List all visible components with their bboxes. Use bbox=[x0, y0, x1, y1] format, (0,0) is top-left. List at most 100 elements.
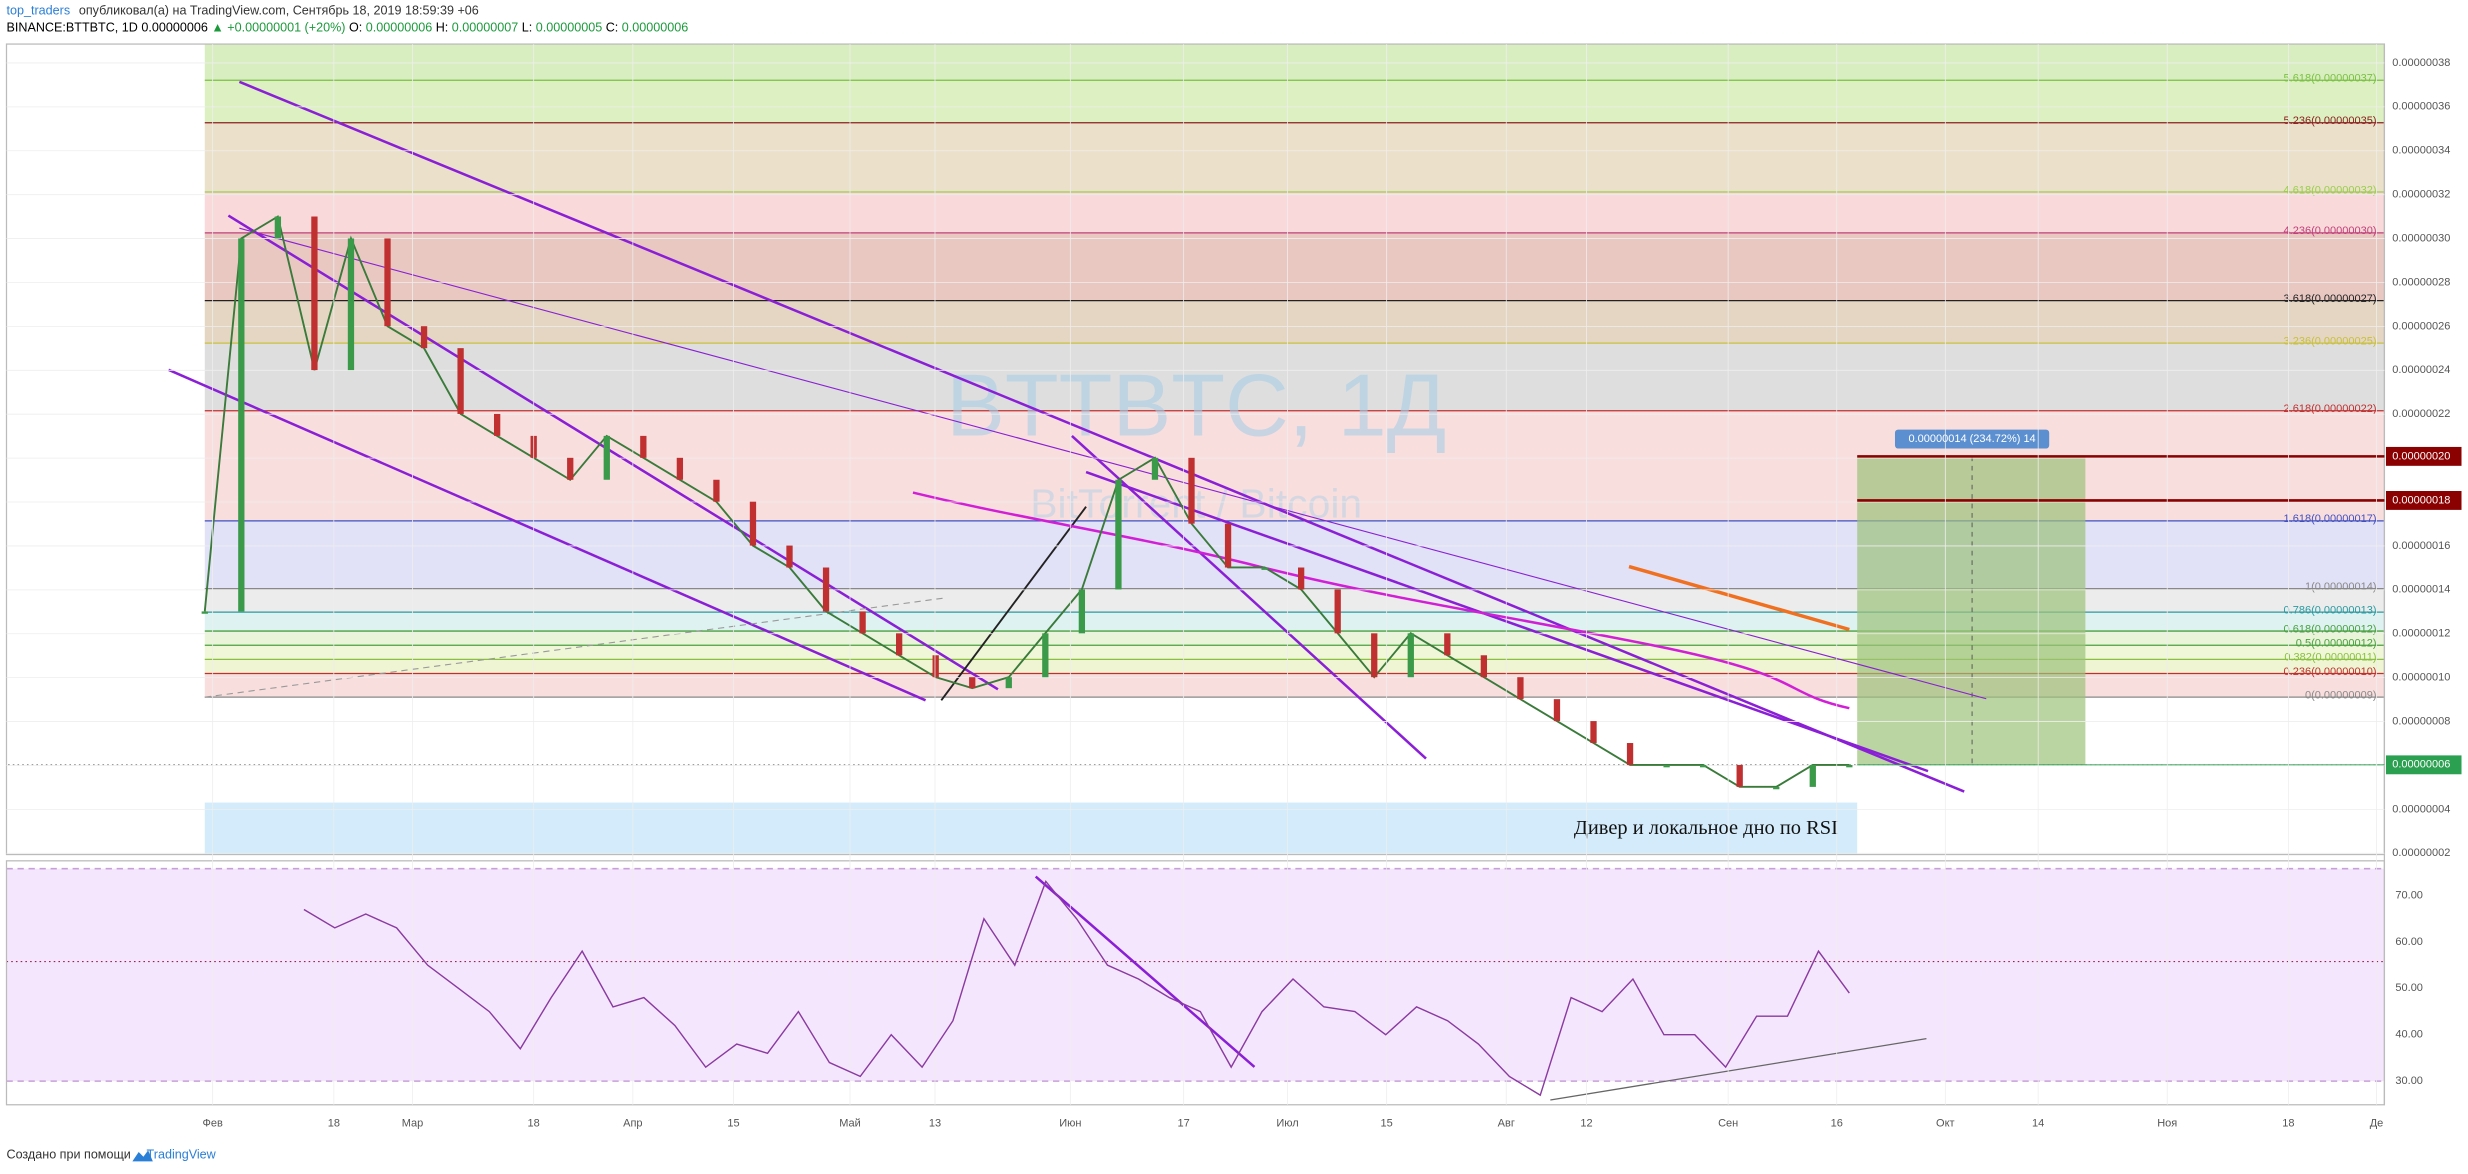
fib-band bbox=[204, 645, 2385, 660]
candle bbox=[1005, 677, 1012, 689]
symbol-part: 0.00000006 bbox=[141, 21, 207, 35]
symbol-part: C: bbox=[606, 21, 619, 35]
time-tick-label: Авг bbox=[1498, 1118, 1515, 1130]
time-tick-label: Окт bbox=[1936, 1118, 1955, 1130]
price-line bbox=[203, 215, 1850, 788]
candle bbox=[749, 501, 757, 546]
fib-band bbox=[204, 588, 2385, 613]
rsi-tick-label: 40.00 bbox=[2395, 1029, 2423, 1041]
moving-average bbox=[912, 491, 1850, 710]
candle bbox=[420, 326, 428, 349]
candle bbox=[1188, 457, 1195, 524]
symbol-part: H: bbox=[436, 21, 449, 35]
candle bbox=[1042, 633, 1049, 678]
price-tick-label: 0.00000002 bbox=[2392, 847, 2450, 859]
moving-average bbox=[1628, 564, 1850, 632]
price-tick-label: 0.00000004 bbox=[2392, 803, 2450, 815]
time-tick-label: Фев bbox=[202, 1118, 222, 1130]
fib-label: 1.618(0.00000017) bbox=[2284, 513, 2377, 525]
candle bbox=[1297, 567, 1305, 590]
price-tag: 0.00000018 bbox=[2392, 494, 2450, 506]
symbol-part: ▲ +0.00000001 (+20%) bbox=[211, 21, 345, 35]
author[interactable]: top_traders bbox=[6, 3, 70, 17]
dashed-line bbox=[204, 597, 945, 698]
candle bbox=[493, 413, 501, 436]
fib-label: 0.618(0.00000012) bbox=[2284, 623, 2377, 635]
time-tick-label: Апр bbox=[623, 1118, 642, 1130]
price-tick-label: 0.00000038 bbox=[2392, 57, 2450, 69]
candle bbox=[895, 633, 903, 656]
fib-label: 4.236(0.00000030) bbox=[2284, 225, 2377, 237]
price-tick-label: 0.00000022 bbox=[2392, 408, 2450, 420]
rsi-band bbox=[6, 868, 2385, 1082]
candle bbox=[1151, 457, 1159, 480]
time-tick-label: Июн bbox=[1059, 1118, 1081, 1130]
time-tick-label: 12 bbox=[1580, 1118, 1592, 1130]
candle bbox=[1663, 764, 1670, 768]
candle bbox=[1773, 786, 1780, 790]
symbol-part: 0.00000007 bbox=[452, 21, 518, 35]
rsi-trend-line bbox=[1550, 1038, 1927, 1101]
price-tag: 0.00000006 bbox=[2392, 759, 2450, 771]
candle bbox=[1517, 677, 1524, 700]
time-tick-label: 14 bbox=[2032, 1118, 2044, 1130]
published: опубликовал(а) на TradingView.com, Сентя… bbox=[79, 3, 479, 17]
time-tick-label: Мар bbox=[402, 1118, 424, 1130]
time-tick-label: 15 bbox=[1381, 1118, 1393, 1130]
price-tick-label: 0.00000032 bbox=[2392, 189, 2450, 201]
candle bbox=[1736, 764, 1743, 787]
price-tick-label: 0.00000010 bbox=[2392, 672, 2450, 684]
candle bbox=[713, 479, 720, 502]
candle bbox=[238, 238, 245, 612]
price-tick-label: 0.00000012 bbox=[2392, 628, 2450, 640]
fib-band bbox=[204, 300, 2385, 344]
candle bbox=[1626, 743, 1634, 765]
candle bbox=[603, 435, 610, 480]
trend-line bbox=[940, 506, 1087, 701]
fib-label: 3.236(0.00000025) bbox=[2284, 335, 2377, 347]
candle bbox=[932, 655, 939, 678]
rsi-tick-label: 30.00 bbox=[2395, 1075, 2423, 1087]
trend-line bbox=[239, 227, 1987, 700]
fib-label: 0.236(0.00000010) bbox=[2284, 666, 2377, 678]
fib-label: 0.5(0.00000012) bbox=[2296, 638, 2377, 650]
candle bbox=[786, 545, 793, 568]
fib-band bbox=[204, 673, 2385, 698]
footer-text: Создано при помощи bbox=[6, 1147, 130, 1161]
fib-band bbox=[204, 659, 2385, 674]
time-tick-label: Сен bbox=[1718, 1118, 1738, 1130]
price-tag-bg bbox=[2385, 491, 2462, 510]
symbol-line: BINANCE:BTTBTC, 1D 0.00000006 ▲ +0.00000… bbox=[6, 21, 688, 35]
candle bbox=[969, 677, 976, 689]
fib-label: 0.786(0.00000013) bbox=[2284, 605, 2377, 617]
price-tag: 0.00000020 bbox=[2392, 450, 2450, 462]
candle bbox=[1480, 655, 1488, 678]
price-tick-label: 0.00000008 bbox=[2392, 715, 2450, 727]
time-tick-label: 15 bbox=[727, 1118, 739, 1130]
candle bbox=[1407, 633, 1414, 678]
footer-brand[interactable]: TradingView bbox=[147, 1147, 217, 1161]
time-tick-label: 16 bbox=[1831, 1118, 1843, 1130]
candle bbox=[274, 216, 282, 239]
time-tick-label: Май bbox=[839, 1118, 861, 1130]
trend-line bbox=[227, 214, 999, 691]
fib-band bbox=[204, 44, 2385, 81]
candle bbox=[1846, 764, 1853, 768]
fib-label: 1(0.00000014) bbox=[2305, 581, 2377, 593]
fib-label: 0(0.00000009) bbox=[2305, 689, 2377, 701]
watermark-subtitle: BitTorrent / Bitcoin bbox=[1030, 481, 1362, 527]
price-tick-label: 0.00000030 bbox=[2392, 232, 2450, 244]
candle bbox=[1224, 523, 1232, 568]
rsi-trend-line bbox=[1034, 875, 1256, 1068]
rsi-tick-label: 70.00 bbox=[2395, 889, 2423, 901]
candle bbox=[1371, 633, 1378, 678]
trend-line bbox=[168, 368, 927, 702]
trend-line bbox=[238, 80, 1965, 793]
trend-lines bbox=[8, 80, 2385, 793]
price-tick-label: 0.00000024 bbox=[2392, 364, 2450, 376]
candle bbox=[457, 348, 464, 414]
symbol-part: O: bbox=[349, 21, 362, 35]
fib-band bbox=[204, 232, 2385, 301]
position-label-bg bbox=[1894, 429, 2050, 449]
